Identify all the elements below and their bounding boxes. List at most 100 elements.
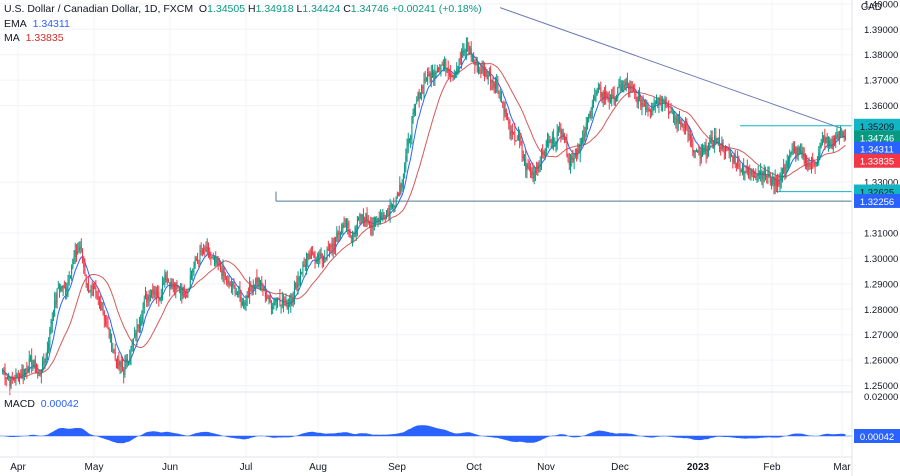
macd-tag-label: 0.00042: [860, 432, 894, 443]
price-tag-label: 1.34311: [860, 145, 894, 156]
x-tick-label: Apr: [10, 462, 26, 473]
candle-body: [132, 339, 134, 345]
candle-body: [677, 116, 679, 123]
candle-body: [539, 164, 541, 166]
candle-body: [325, 257, 327, 259]
candle-body: [582, 138, 584, 143]
candle-body: [578, 149, 580, 153]
candle-body: [107, 324, 109, 328]
candle-body: [50, 326, 52, 330]
candle-body: [164, 274, 166, 285]
candle-body: [492, 78, 494, 83]
candle-body: [599, 88, 601, 90]
candle-body: [424, 79, 426, 81]
candle-body: [291, 298, 293, 302]
candle-body: [198, 259, 200, 261]
candle-body: [832, 138, 834, 149]
candle-body: [659, 98, 661, 103]
candle-body: [433, 71, 435, 78]
candle-body: [772, 176, 774, 185]
candle-body: [807, 164, 809, 167]
candle-body: [350, 235, 352, 237]
candle-body: [71, 266, 73, 275]
candle-body: [44, 361, 46, 363]
candle-body: [187, 290, 189, 297]
candle-body: [486, 71, 488, 79]
candle-body: [784, 166, 786, 172]
candle-body: [392, 204, 393, 206]
candle-body: [719, 137, 720, 149]
macd-legend[interactable]: MACD 0.00042: [4, 398, 79, 410]
candlesticks: [2, 37, 846, 396]
candle-body: [189, 275, 191, 289]
candle-body: [695, 151, 697, 153]
candle-body: [605, 92, 607, 98]
candle-body: [270, 301, 272, 309]
ema-legend[interactable]: EMA 1.34311: [4, 18, 70, 30]
candle-body: [440, 64, 442, 69]
candle-body: [418, 93, 420, 100]
candle-body: [727, 149, 729, 151]
candle-body: [37, 371, 39, 374]
candle-body: [562, 132, 564, 136]
candle-body: [102, 309, 104, 314]
price-tag-bg: [854, 118, 900, 133]
candle-body: [184, 296, 186, 299]
candle-body: [383, 214, 385, 217]
candle-body: [819, 147, 821, 154]
candle-body: [607, 96, 609, 99]
x-tick-label: Mar: [833, 462, 851, 473]
candle-body: [146, 294, 148, 302]
candle-body: [706, 153, 708, 155]
candle-body: [96, 293, 98, 296]
candle-body: [614, 98, 616, 104]
candle-body: [428, 73, 430, 76]
candle-body: [818, 152, 820, 161]
candle-body: [537, 163, 539, 171]
ema-line: [2, 51, 846, 380]
candle-body: [331, 245, 333, 250]
candle-body: [795, 147, 797, 155]
candle-body: [175, 282, 177, 291]
candle-body: [369, 222, 370, 225]
candle-body: [160, 296, 162, 301]
candle-body: [648, 109, 650, 112]
candle-body: [560, 127, 562, 134]
ma-legend[interactable]: MA 1.33835: [4, 32, 64, 44]
candle-body: [522, 154, 524, 159]
candle-body: [733, 156, 735, 162]
price-tag-label: 1.32256: [860, 197, 894, 208]
candle-body: [728, 148, 730, 155]
y-tick-label: 1.31000: [864, 228, 898, 239]
ma-legend-value: 1.33835: [25, 32, 64, 44]
candle-body: [545, 141, 547, 154]
candle-body: [789, 153, 791, 161]
candle-body: [813, 163, 815, 165]
candle-body: [141, 317, 143, 323]
candle-body: [501, 98, 502, 102]
candle-body: [503, 103, 505, 114]
candle-body: [804, 157, 806, 163]
candle-body: [419, 92, 421, 99]
candle-body: [515, 140, 517, 142]
candle-body: [780, 174, 782, 180]
candle-body: [779, 178, 781, 184]
candle-body: [131, 343, 133, 348]
candle-body: [233, 282, 235, 286]
candle-body: [95, 288, 97, 292]
candle-body: [459, 59, 461, 61]
candle-body: [771, 182, 772, 185]
candle-body: [366, 213, 368, 221]
candle-body: [258, 277, 260, 286]
time-axis[interactable]: Apr May Jun Jul Aug Sep Oct Nov Dec 2023 Feb Mar: [10, 462, 851, 473]
candle-body: [683, 127, 685, 129]
candle-body: [840, 130, 842, 132]
candle-body: [528, 167, 530, 170]
candle-body: [624, 83, 626, 86]
candle-body: [475, 61, 477, 65]
candle-body: [410, 135, 412, 140]
candle-body: [122, 365, 123, 370]
candle-body: [381, 216, 383, 219]
